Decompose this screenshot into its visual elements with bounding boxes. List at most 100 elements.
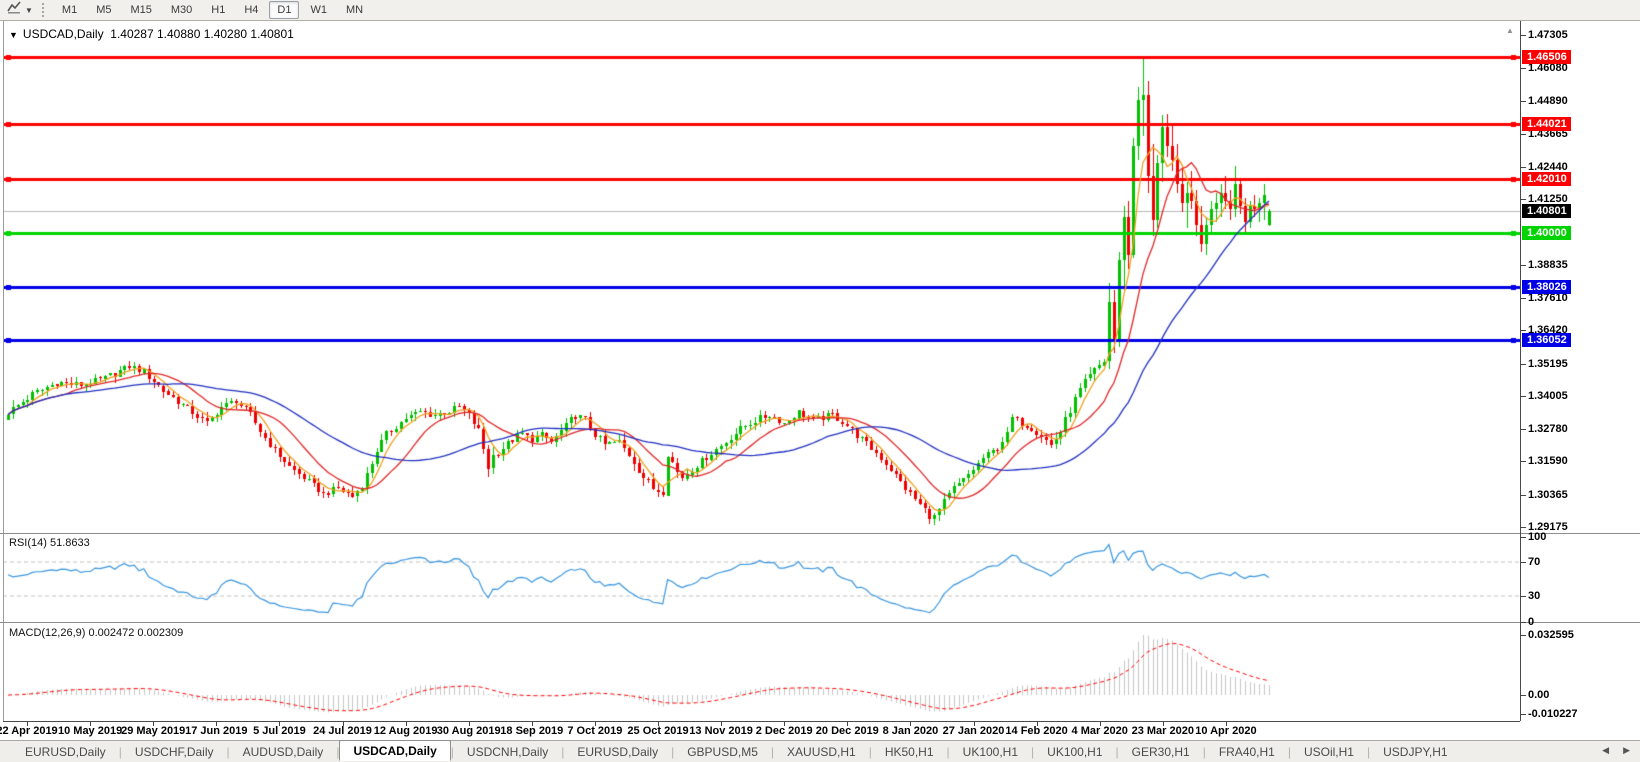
macd-pane-canvas[interactable]	[3, 624, 1520, 721]
axis-tick-mark	[1521, 68, 1526, 70]
time-tick-mark	[1162, 722, 1164, 726]
date-tick-label: 18 Sep 2019	[500, 725, 564, 737]
chart-tab-audusd-daily[interactable]: AUDUSD,Daily	[242, 744, 324, 759]
price-axis[interactable]: 1.47305 1.46080 1.44890 1.43665 1.42440 1.412…	[1521, 21, 1640, 722]
axis-tick-mark	[1521, 133, 1526, 135]
pane-separator[interactable]	[0, 622, 1640, 623]
date-tick-label: 30 Aug 2019	[436, 725, 501, 737]
date-tick-label: 2 Dec 2019	[755, 725, 813, 737]
axis-tick-mark	[1521, 395, 1526, 397]
rsi-axis-label: 70	[1528, 556, 1541, 568]
chart-tab-usdcad-daily[interactable]: USDCAD,Daily	[339, 740, 451, 761]
date-tick-label: 17 Jun 2019	[185, 725, 248, 737]
tab-divider: |	[671, 744, 675, 759]
chart-tab-uk100-h1[interactable]: UK100,H1	[1047, 744, 1103, 759]
rsi-axis-label: 30	[1528, 590, 1541, 602]
time-tick-mark	[468, 722, 470, 726]
tab-divider: |	[770, 744, 775, 759]
axis-tick-mark	[1521, 562, 1526, 563]
tab-divider: |	[450, 744, 454, 759]
chart-tab-uk100-h1[interactable]: UK100,H1	[962, 744, 1019, 759]
tab-divider: |	[226, 744, 230, 759]
price-tick-label: 1.29175	[1528, 520, 1568, 533]
time-tick-mark	[27, 722, 28, 726]
price-pane-canvas[interactable]	[3, 24, 1520, 532]
axis-tick-mark	[1521, 363, 1526, 365]
rsi-pane-canvas[interactable]	[3, 535, 1520, 621]
rsi-label: RSI(14) 51.8633	[9, 537, 90, 549]
period-button-m30[interactable]: M30	[170, 4, 193, 16]
period-button-m5[interactable]: M5	[96, 4, 112, 16]
axis-tick-mark	[1521, 621, 1526, 623]
period-button-m15[interactable]: M15	[130, 4, 152, 16]
time-tick-mark	[594, 722, 596, 726]
line-chart-icon	[7, 1, 22, 19]
price-tick-label: 1.34005	[1528, 389, 1568, 402]
time-tick-mark	[721, 722, 723, 726]
tab-divider: |	[118, 744, 122, 759]
axis-tick-mark	[1521, 34, 1526, 36]
collapse-triangle-icon[interactable]: ▼	[9, 30, 18, 40]
time-tick-mark	[1225, 722, 1227, 726]
axis-tick-mark	[1521, 167, 1526, 168]
time-tick-mark	[910, 722, 912, 726]
macd-axis-label: -0.010227	[1528, 707, 1578, 720]
period-button-d1[interactable]: D1	[269, 1, 300, 19]
price-line-label: 1.36052	[1522, 333, 1571, 348]
time-tick-mark	[279, 722, 281, 726]
toolbar-grip[interactable]	[41, 3, 47, 17]
price-tick-label: 1.47305	[1528, 28, 1568, 41]
tab-divider: |	[1202, 744, 1206, 759]
tab-divider: |	[561, 744, 565, 759]
axis-tick-mark	[1521, 330, 1526, 332]
tab-scroll-right-icon[interactable]: ▶	[1623, 745, 1630, 755]
chevron-down-icon[interactable]: ▼	[25, 5, 33, 15]
tab-divider: |	[1366, 744, 1371, 759]
chart-tab-fra40-h1[interactable]: FRA40,H1	[1218, 744, 1275, 759]
tab-scroll-left-icon[interactable]: ◀	[1602, 745, 1610, 755]
macd-label: MACD(12,26,9) 0.002472 0.002309	[9, 627, 184, 639]
time-tick-mark	[405, 722, 407, 726]
period-button-w1[interactable]: W1	[310, 4, 327, 16]
price-tick-label: 1.38835	[1528, 258, 1568, 271]
date-tick-label: 7 Oct 2019	[567, 725, 623, 737]
time-tick-mark	[847, 722, 849, 726]
axis-tick-mark	[1521, 461, 1526, 463]
axis-tick-mark	[1521, 494, 1526, 496]
price-line-label: 1.40000	[1522, 226, 1571, 241]
date-tick-label: 5 Jul 2019	[253, 725, 306, 737]
chart-tab-hk50-h1[interactable]: HK50,H1	[884, 744, 934, 759]
price-line-label: 1.40801	[1522, 204, 1571, 219]
period-button-h1[interactable]: H1	[211, 4, 226, 16]
time-axis-line	[3, 721, 1520, 722]
chart-tab-gbpusd-m5[interactable]: GBPUSD,M5	[687, 744, 758, 759]
price-tick-label: 1.46080	[1528, 62, 1568, 75]
price-tick-label: 1.31590	[1528, 455, 1568, 468]
chart-tab-eurusd-daily[interactable]: EURUSD,Daily	[577, 744, 659, 759]
chart-symbol: USDCAD,Daily	[22, 27, 104, 41]
axis-tick-mark	[1521, 635, 1526, 637]
price-axis-line	[1520, 21, 1521, 721]
chart-tab-eurusd-daily[interactable]: EURUSD,Daily	[25, 744, 106, 759]
chart-tab-xauusd-h1[interactable]: XAUUSD,H1	[787, 744, 856, 759]
chart-scroll-marker-icon: ▲	[1506, 26, 1514, 35]
chart-tab-usdcnh-daily[interactable]: USDCNH,Daily	[466, 744, 549, 759]
axis-tick-mark	[1521, 264, 1526, 266]
pane-separator[interactable]	[0, 533, 1640, 534]
chart-tab-usoil-h1[interactable]: USOil,H1	[1303, 744, 1354, 759]
chart-tab-ger30-h1[interactable]: GER30,H1	[1131, 744, 1190, 759]
chart-tools-button[interactable]: ▼	[3, 0, 37, 20]
tab-divider: |	[946, 744, 950, 759]
axis-tick-mark	[1521, 100, 1526, 102]
chart-tab-usdchf-daily[interactable]: USDCHF,Daily	[134, 744, 214, 759]
macd-axis-label: 0.032595	[1528, 629, 1574, 642]
period-button-h4[interactable]: H4	[244, 4, 259, 16]
period-button-mn[interactable]: MN	[345, 4, 364, 16]
date-tick-label: 22 Apr 2019	[0, 725, 58, 737]
period-button-m1[interactable]: M1	[61, 4, 78, 16]
chart-title-bar: ▼ USDCAD,Daily 1.40287 1.40880 1.40280 1.…	[9, 27, 294, 41]
chart-tab-usdjpy-h1[interactable]: USDJPY,H1	[1383, 744, 1448, 759]
time-tick-mark	[1099, 722, 1101, 726]
axis-tick-mark	[1521, 713, 1526, 715]
